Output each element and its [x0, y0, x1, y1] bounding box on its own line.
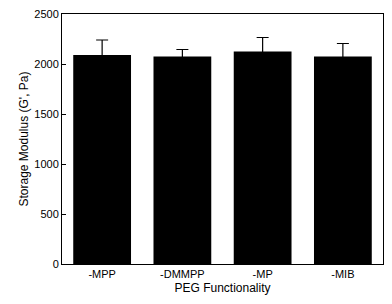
svg-text:Storage Modulus (G', Pa): Storage Modulus (G', Pa) — [17, 71, 31, 206]
svg-text:2000: 2000 — [34, 58, 58, 70]
svg-text:2500: 2500 — [34, 8, 58, 20]
svg-text:1000: 1000 — [34, 158, 58, 170]
svg-text:1500: 1500 — [34, 108, 58, 120]
svg-text:-MPP: -MPP — [88, 268, 116, 280]
svg-text:-MIB: -MIB — [331, 268, 354, 280]
svg-text:-MP: -MP — [253, 268, 273, 280]
svg-text:0: 0 — [53, 258, 59, 270]
svg-text:PEG Functionality: PEG Functionality — [174, 281, 270, 295]
svg-text:500: 500 — [40, 208, 58, 220]
svg-text:-DMMPP: -DMMPP — [160, 268, 205, 280]
